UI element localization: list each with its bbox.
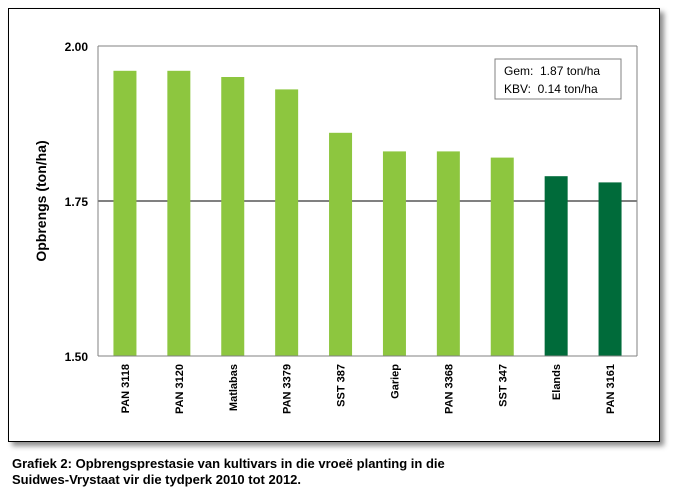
y-tick-labels: 1.50 1.75 2.00 (65, 40, 89, 364)
y-tick-label: 2.00 (65, 40, 89, 54)
bar-chart: 1.501.752.00 PAN 3118 PAN 3120 Matlabas PAN… (33, 40, 638, 414)
caption-line-1: Grafiek 2: Opbrengsprestasie van kultiva… (12, 456, 445, 471)
x-tick-labels: PAN 3118 PAN 3120 Matlabas PAN 3379 SST 387 G… (120, 364, 617, 414)
x-tick-label: PAN 3118 (120, 364, 132, 413)
axes (97, 46, 638, 357)
figure-caption: Grafiek 2: Opbrengsprestasie van kultiva… (12, 456, 652, 488)
stats-mean: Gem: 1.87 ton/ha (504, 64, 600, 78)
stats-cv: KBV: 0.14 ton/ha (504, 82, 598, 96)
x-tick-label: PAN 3161 (605, 364, 617, 414)
stats-box-border (494, 58, 622, 100)
bars (113, 70, 622, 357)
bar (329, 132, 353, 356)
bar (275, 89, 299, 357)
bar (490, 157, 514, 356)
x-tick-label: Gariep (389, 364, 401, 399)
x-tick-label: PAN 3368 (443, 364, 455, 414)
y-tick-label: 1.75 (65, 195, 89, 209)
stats-box: Gem: 1.87 ton/ha KBV: 0.14 ton/ha (494, 58, 622, 100)
bar (382, 151, 406, 356)
bar (436, 151, 460, 356)
x-tick-label: PAN 3379 (282, 364, 294, 414)
x-tick-label: SST 387 (336, 364, 348, 407)
y-axis-label: Opbrengs (ton/ha) (33, 140, 49, 261)
bar (221, 77, 245, 356)
x-tick-label: Elands (551, 364, 563, 400)
x-tick-label: PAN 3120 (174, 364, 186, 414)
bar (598, 182, 622, 356)
bar (167, 70, 191, 357)
y-tick-label: 1.50 (65, 350, 89, 364)
bar (113, 70, 137, 357)
x-tick-label: Matlabas (228, 364, 240, 411)
bar (544, 176, 568, 356)
caption-line-2: Suidwes-Vrystaat vir die tydperk 2010 to… (12, 472, 302, 487)
x-tick-label: SST 347 (497, 364, 509, 407)
